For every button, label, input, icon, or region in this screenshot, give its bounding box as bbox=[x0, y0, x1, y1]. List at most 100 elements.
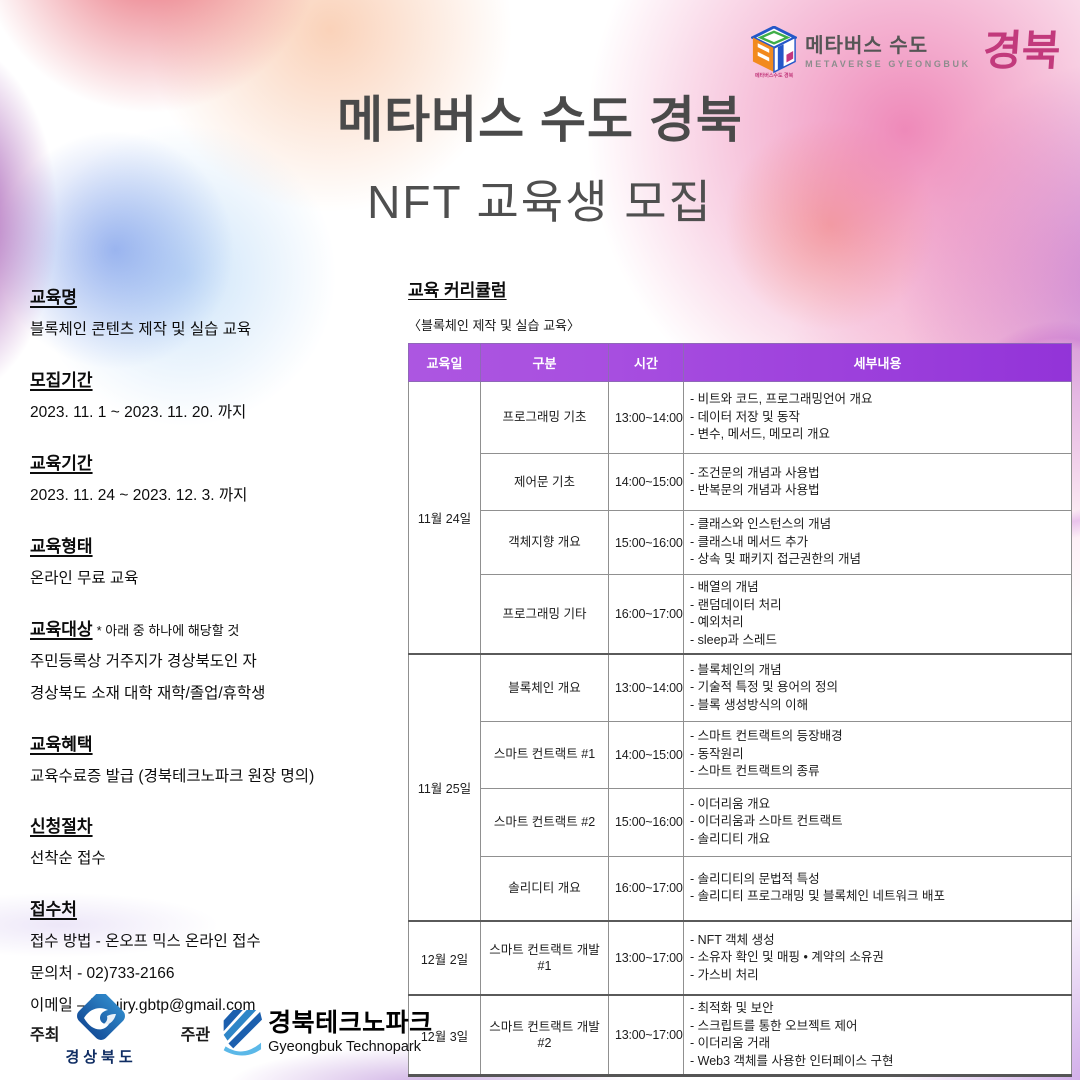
info-line: 교육수료증 발급 (경북테크노파크 원장 명의) bbox=[30, 767, 315, 785]
info-line: 블록체인 콘텐츠 제작 및 실습 교육 bbox=[30, 321, 252, 338]
detail-cell: - 조건문의 개념과 사용법 - 반복문의 개념과 사용법 bbox=[683, 453, 1072, 511]
host-block: 주최 경상북도 bbox=[30, 994, 137, 1067]
day-cell: 11월 24일 bbox=[408, 381, 481, 655]
cube-caption: 메타버스수도 경북 bbox=[755, 73, 794, 79]
host-label: 주최 bbox=[30, 1026, 60, 1044]
info-line: 접수 방법 - 온오프 믹스 온라인 접수 bbox=[30, 933, 261, 951]
info-section-heading: 교육기간 bbox=[30, 453, 93, 473]
organizer-name: 경북테크노파크 bbox=[268, 1009, 433, 1038]
info-section-heading: 교육혜택 bbox=[30, 734, 93, 754]
info-section-heading: 교육형태 bbox=[30, 536, 93, 556]
time-cell: 15:00~16:00 bbox=[608, 787, 684, 857]
table-row: 솔리디티 개요 16:00~17:00- 솔리디티의 문법적 특성 - 솔리디티 … bbox=[409, 855, 1072, 922]
time-cell: 13:00~17:00 bbox=[608, 994, 684, 1076]
curriculum-title: 교육 커리큘럼 bbox=[408, 281, 507, 300]
time-cell: 16:00~17:00 bbox=[608, 574, 684, 655]
cube-icon bbox=[751, 26, 798, 74]
time-cell: 13:00~14:00 bbox=[608, 653, 684, 722]
host-name: 경상북도 bbox=[65, 1050, 137, 1066]
column-header: 세부내용 bbox=[683, 343, 1072, 382]
day-cell: 12월 2일 bbox=[408, 920, 481, 996]
table-row: 프로그래밍 기타 16:00~17:00- 배열의 개념 - 랜덤데이터 처리 -… bbox=[409, 574, 1072, 655]
info-section: 모집기간 2023. 11. 1 ~ 2023. 11. 20. 까지 bbox=[30, 366, 400, 424]
curriculum-table-head: 교육일 구분 시간 세부내용 bbox=[408, 343, 1072, 382]
organizer-name-en: Gyeongbuk Technopark bbox=[268, 1038, 422, 1055]
column-header: 교육일 bbox=[408, 343, 481, 382]
table-row: 12월 3일 스마트 컨트랙트 개발 #2 13:00~17:00- 최적화 및 보… bbox=[408, 994, 1072, 1076]
info-section-note: * 아래 중 하나에 해당할 것 bbox=[96, 622, 240, 638]
detail-cell: - 솔리디티의 문법적 특성 - 솔리디티 프로그래밍 및 블록체인 네트워크 … bbox=[683, 855, 1072, 922]
topic-cell: 스마트 컨트랙트 개발 #2 bbox=[480, 994, 609, 1076]
info-line: 경상북도 소재 대학 재학/졸업/휴학생 bbox=[30, 684, 266, 702]
organizer-label: 주관 bbox=[180, 1026, 211, 1044]
gyeongbuk-diamond-icon bbox=[77, 994, 126, 1040]
topic-cell: 제어문 기초 bbox=[480, 453, 609, 511]
info-line: 문의처 - 02)733-2166 bbox=[30, 965, 175, 983]
detail-cell: - NFT 객체 생성 - 소유자 확인 및 매핑 • 계약의 소유권 - 가스… bbox=[683, 920, 1072, 996]
detail-cell: - 비트와 코드, 프로그래밍언어 개요 - 데이터 저장 및 동작 - 변수,… bbox=[683, 381, 1072, 454]
info-section: 교육기간 2023. 11. 24 ~ 2023. 12. 3. 까지 bbox=[30, 449, 400, 507]
column-header: 구분 bbox=[480, 343, 609, 382]
table-row: 11월 24일 프로그래밍 기초 13:00~14:00- 비트와 코드, 프로그래… bbox=[408, 381, 1072, 655]
table-row: 객체지향 개요 15:00~16:00- 클래스와 인스턴스의 개념 - 클래스내… bbox=[409, 510, 1072, 575]
technopark-icon bbox=[223, 1009, 263, 1056]
detail-cell: - 이더리움 개요 - 이더리움과 스마트 컨트랙트 - 솔리디티 개요 bbox=[683, 787, 1072, 857]
organizer-text: 경북테크노파크 Gyeongbuk Technopark bbox=[268, 1010, 433, 1054]
info-line: 2023. 11. 24 ~ 2023. 12. 3. 까지 bbox=[30, 486, 248, 504]
organizer-block: 주관 경북테크노파크 Gyeongbuk Technopark bbox=[181, 1008, 433, 1058]
time-cell: 14:00~15:00 bbox=[608, 453, 684, 511]
curriculum-section: 교육 커리큘럼 〈블록체인 제작 및 실습 교육〉 교육일 구분 시간 세부내용 11… bbox=[408, 276, 1072, 1077]
main-title: 메타버스 수도 경북 NFT 교육생 모집 bbox=[40, 80, 1040, 232]
topic-cell: 블록체인 개요 bbox=[480, 653, 609, 722]
topic-cell: 프로그래밍 기초 bbox=[480, 381, 609, 454]
time-cell: 15:00~16:00 bbox=[608, 510, 684, 575]
info-line: 선착순 접수 bbox=[30, 850, 106, 868]
day-cell: 11월 25일 bbox=[408, 653, 481, 922]
detail-cell: - 스마트 컨트랙트의 등장배경 - 동작원리 - 스마트 컨트랙트의 종류 bbox=[683, 720, 1072, 789]
footer-organizations: 주최 경상북도 주관 bbox=[30, 994, 450, 1070]
info-section-heading: 교육명 bbox=[30, 288, 77, 307]
day-cell: 12월 3일 bbox=[408, 994, 481, 1076]
topic-cell: 스마트 컨트랙트 개발 #1 bbox=[480, 920, 609, 996]
title-line2: NFT 교육생 모집 bbox=[367, 176, 713, 228]
curriculum-subtitle: 〈블록체인 제작 및 실습 교육〉 bbox=[408, 318, 581, 333]
time-cell: 13:00~14:00 bbox=[608, 381, 684, 454]
detail-cell: - 클래스와 인스턴스의 개념 - 클래스내 메서드 추가 - 상속 및 패키지… bbox=[683, 510, 1072, 575]
time-cell: 16:00~17:00 bbox=[608, 855, 684, 922]
topic-cell: 스마트 컨트랙트 #2 bbox=[480, 787, 609, 857]
curriculum-table: 교육일 구분 시간 세부내용 11월 24일 프로그래밍 기초 13:00~14:00- … bbox=[408, 343, 1072, 1077]
info-section-heading: 교육대상 * 아래 중 하나에 해당할 것 bbox=[30, 619, 240, 639]
topic-cell: 프로그래밍 기타 bbox=[480, 574, 609, 655]
info-line: 온라인 무료 교육 bbox=[30, 569, 139, 587]
info-line: 주민등록상 거주지가 경상북도인 자 bbox=[30, 652, 257, 670]
gyeongbuk-province-logo: 경상북도 bbox=[65, 994, 136, 1067]
topic-cell: 스마트 컨트랙트 #1 bbox=[480, 720, 609, 789]
table-row: 제어문 기초 14:00~15:00- 조건문의 개념과 사용법 - 반복문의 개… bbox=[409, 453, 1072, 511]
info-section-heading: 모집기간 bbox=[30, 370, 93, 390]
detail-cell: - 블록체인의 개념 - 기술적 특정 및 용어의 정의 - 블록 생성방식의 … bbox=[683, 653, 1072, 722]
column-header: 시간 bbox=[608, 343, 684, 382]
topic-cell: 객체지향 개요 bbox=[480, 510, 609, 575]
detail-cell: - 최적화 및 보안 - 스크립트를 통한 오브젝트 제어 - 이더리움 거래 … bbox=[683, 994, 1072, 1076]
brand-name-kr: 메타버스 수도 bbox=[805, 35, 929, 57]
detail-cell: - 배열의 개념 - 랜덤데이터 처리 - 예외처리 - sleep과 스레드 bbox=[683, 574, 1072, 655]
info-section-heading: 접수처 bbox=[30, 900, 77, 920]
time-cell: 14:00~15:00 bbox=[608, 720, 684, 789]
curriculum-table-body: 11월 24일 프로그래밍 기초 13:00~14:00- 비트와 코드, 프로그래… bbox=[408, 381, 1072, 1076]
title-line1: 메타버스 수도 경북 bbox=[337, 92, 743, 148]
metaverse-cube-icon: 메타버스수도 경북 bbox=[751, 26, 798, 79]
time-cell: 13:00~17:00 bbox=[608, 920, 684, 996]
table-row: 스마트 컨트랙트 #2 15:00~16:00- 이더리움 개요 - 이더리움과 … bbox=[409, 787, 1072, 857]
brand-text: 메타버스 수도 METAVERSE GYEONGBUK bbox=[805, 36, 971, 69]
topic-cell: 솔리디티 개요 bbox=[480, 855, 609, 922]
info-section-heading: 신청절차 bbox=[30, 817, 93, 837]
info-line: 2023. 11. 1 ~ 2023. 11. 20. 까지 bbox=[30, 403, 247, 421]
